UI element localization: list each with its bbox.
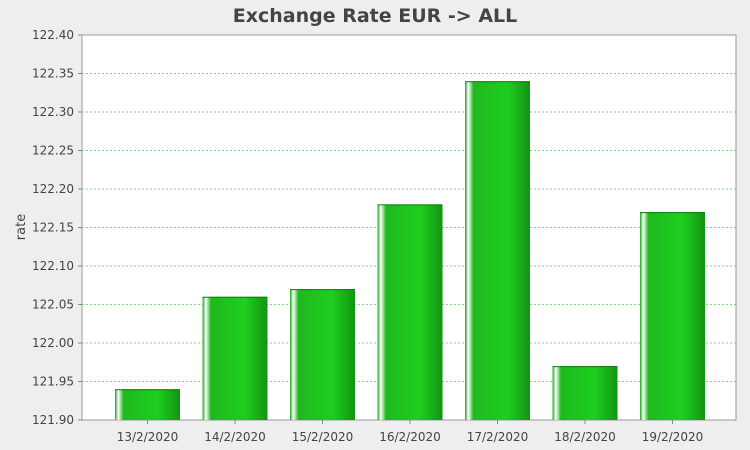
y-tick-label: 122.40 (32, 28, 74, 42)
x-tick-label: 19/2/2020 (642, 430, 704, 444)
y-tick-label: 122.20 (32, 182, 74, 196)
x-axis-ticks: 13/2/2020 14/2/2020 15/2/2020 16/2/2020 17/2… (117, 420, 704, 444)
y-tick-label: 122.25 (32, 144, 74, 158)
x-tick-label: 15/2/2020 (292, 430, 354, 444)
bar (552, 366, 618, 420)
bar (640, 212, 705, 420)
x-tick-label: 16/2/2020 (379, 430, 441, 444)
x-tick-label: 18/2/2020 (554, 430, 616, 444)
x-tick-label: 13/2/2020 (117, 430, 179, 444)
bar (115, 389, 180, 420)
y-axis-label: rate (14, 214, 29, 240)
y-tick-label: 122.10 (32, 259, 74, 273)
bar (465, 81, 530, 420)
chart-title: Exchange Rate EUR -> ALL (233, 5, 518, 27)
x-tick-label: 17/2/2020 (467, 430, 529, 444)
bars (115, 81, 705, 420)
y-tick-label: 121.90 (32, 413, 74, 427)
y-tick-label: 122.15 (32, 221, 74, 235)
y-tick-label: 122.35 (32, 67, 74, 81)
x-tick-label: 14/2/2020 (204, 430, 266, 444)
bar (202, 296, 268, 420)
y-tick-label: 121.95 (32, 375, 74, 389)
grid-lines (82, 73, 736, 382)
y-tick-label: 122.05 (32, 298, 74, 312)
bar (290, 289, 355, 420)
y-axis-ticks: 121.90 121.95 122.00 122.05 122.10 122.15 122.… (32, 28, 82, 427)
bar (377, 204, 443, 420)
y-tick-label: 122.30 (32, 105, 74, 119)
y-tick-label: 122.00 (32, 336, 74, 350)
